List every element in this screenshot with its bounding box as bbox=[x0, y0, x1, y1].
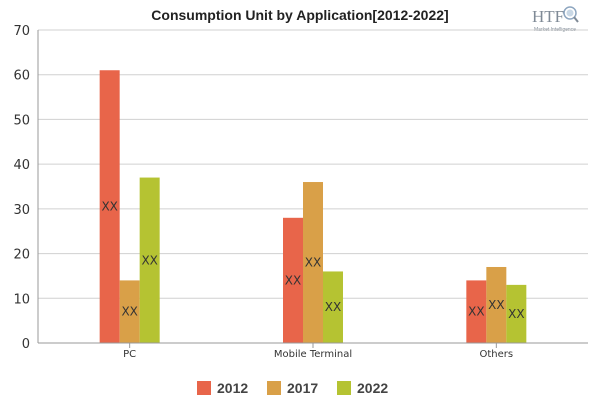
data-label: XX bbox=[488, 298, 504, 312]
legend-label: 2022 bbox=[357, 380, 388, 396]
chart-title: Consumption Unit by Application[2012-202… bbox=[151, 7, 448, 23]
legend-swatch bbox=[197, 381, 211, 395]
legend: 2012 2017 2022 bbox=[197, 380, 388, 396]
logo-text: HTF bbox=[532, 7, 564, 26]
data-label: XX bbox=[325, 300, 341, 314]
bar bbox=[486, 266, 507, 343]
y-tick-label: 0 bbox=[22, 337, 30, 352]
y-tick-label: 60 bbox=[13, 69, 30, 84]
x-axis: PC Mobile Terminal Others bbox=[38, 342, 588, 360]
bar bbox=[466, 280, 487, 343]
y-tick-label: 50 bbox=[13, 113, 30, 128]
y-tick-label: 10 bbox=[13, 292, 30, 307]
data-label: XX bbox=[305, 256, 321, 270]
bars: XX XX XX XX XX XX XX XX XX bbox=[99, 70, 527, 343]
legend-label: 2017 bbox=[287, 380, 318, 396]
bar bbox=[323, 271, 343, 343]
data-label: XX bbox=[141, 253, 157, 267]
data-label: XX bbox=[285, 273, 301, 287]
bar bbox=[119, 280, 140, 343]
data-label: XX bbox=[121, 305, 137, 319]
data-label: XX bbox=[508, 307, 524, 321]
y-tick-label: 30 bbox=[13, 203, 30, 218]
x-tick-label: Others bbox=[480, 349, 514, 360]
bar bbox=[506, 284, 527, 343]
y-tick-label: 40 bbox=[13, 158, 30, 173]
legend-swatch bbox=[267, 381, 281, 395]
bar bbox=[283, 217, 303, 343]
htf-logo: HTF Market Intelligence bbox=[532, 6, 579, 33]
x-tick-label: PC bbox=[123, 349, 136, 360]
legend-label: 2012 bbox=[217, 380, 248, 396]
legend-swatch bbox=[337, 381, 351, 395]
bar bbox=[139, 177, 160, 343]
data-label: XX bbox=[101, 200, 117, 214]
y-tick-label: 70 bbox=[13, 24, 30, 39]
magnifier-globe-icon bbox=[563, 6, 579, 23]
y-axis: 0 10 20 30 40 50 60 70 bbox=[13, 24, 39, 352]
data-label: XX bbox=[468, 305, 484, 319]
y-tick-label: 20 bbox=[13, 248, 30, 263]
bar bbox=[303, 182, 323, 343]
bar bbox=[99, 70, 120, 343]
x-tick-label: Mobile Terminal bbox=[274, 349, 352, 360]
